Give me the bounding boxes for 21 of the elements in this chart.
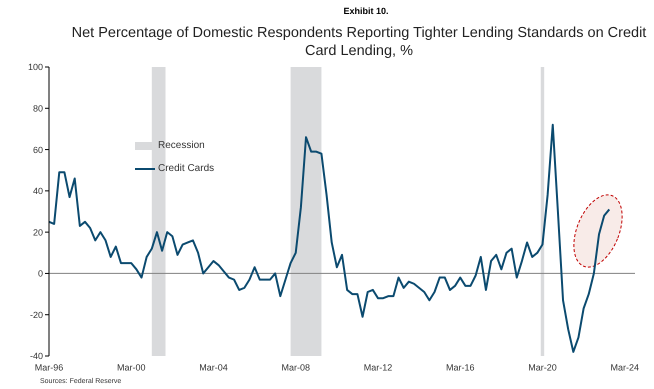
x-tick-label: Mar-04 [199, 362, 228, 372]
x-tick-label: Mar-12 [364, 362, 392, 372]
chart-title: Net Percentage of Domestic Respondents Reporting Tighter Lending Standards on Credit Card Lending, % [70, 24, 648, 60]
chart-subtitle: Exhibit 10. [342, 6, 390, 16]
y-tick-label: 60 [32, 144, 43, 155]
x-tick-label: Mar-96 [34, 362, 64, 372]
y-tick-label: -40 [30, 351, 43, 362]
y-tick-label: 20 [32, 227, 43, 238]
y-tick-label: 100 [28, 62, 43, 72]
y-tick-label: -20 [30, 310, 43, 320]
x-tick-label: Mar-16 [446, 362, 474, 372]
band-label: Recession [158, 140, 205, 151]
y-tick-label: 0 [38, 268, 43, 279]
x-tick-label: Mar-20 [528, 362, 557, 372]
legend-label: Credit Cards [158, 163, 214, 174]
y-tick-label: 40 [32, 186, 43, 196]
x-tick-label: Mar-24 [610, 362, 639, 372]
x-tick-label: Mar-00 [116, 362, 146, 372]
y-tick-label: 80 [32, 103, 43, 114]
line-series [49, 124, 610, 353]
x-tick-label: Mar-08 [281, 362, 310, 372]
